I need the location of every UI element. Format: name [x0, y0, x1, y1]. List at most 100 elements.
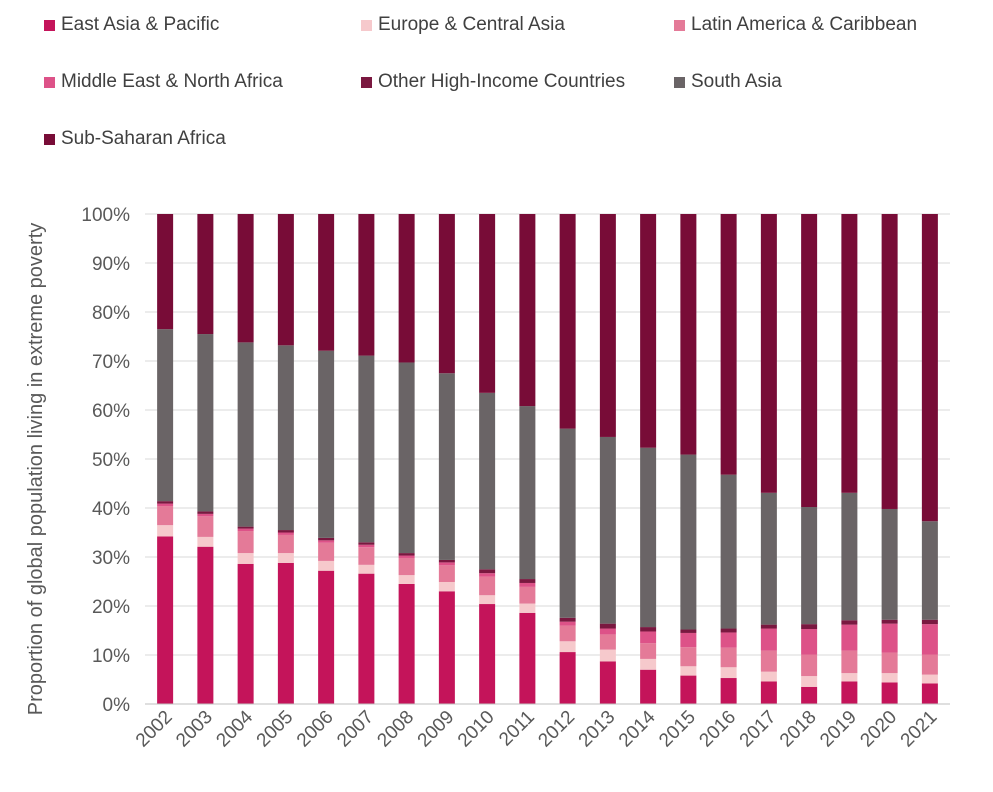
bar-segment: [881, 673, 898, 683]
y-tick-label: 30%: [92, 548, 130, 569]
x-tick-label: 2017: [736, 707, 781, 752]
bar-segment: [438, 581, 455, 592]
bar-segment: [881, 508, 898, 620]
bar-segment: [277, 214, 294, 346]
legend-item: Other High-Income Countries: [361, 71, 625, 93]
bar-segment: [358, 542, 375, 545]
bar-segment: [559, 214, 576, 429]
bar-segment: [720, 647, 737, 668]
bar-segment: [881, 623, 898, 653]
bar-segment: [479, 595, 496, 605]
bar-segment: [479, 576, 496, 596]
bar-segment: [640, 631, 657, 644]
bar-segment: [720, 678, 737, 704]
bar-segment: [680, 454, 697, 630]
bar-segment: [841, 492, 858, 621]
legend-label: East Asia & Pacific: [61, 14, 220, 35]
bar-segment: [599, 649, 616, 662]
y-axis-label: Proportion of global population living i…: [25, 223, 47, 716]
bar-segment: [640, 214, 657, 448]
bar-segment: [157, 506, 174, 526]
x-tick-label: 2002: [132, 707, 177, 752]
bar-segment: [318, 537, 335, 541]
bar-segment: [801, 686, 818, 704]
bar-segment: [599, 634, 616, 650]
bar-segment: [197, 516, 214, 537]
bar-segment: [197, 214, 214, 335]
bar-segment: [398, 575, 415, 584]
bar-segment: [438, 214, 455, 374]
bar-segment: [801, 629, 818, 655]
x-tick-label: 2006: [293, 707, 338, 752]
x-tick-label: 2008: [373, 707, 418, 752]
bar-segment: [519, 586, 536, 604]
bar-segment: [197, 546, 214, 704]
x-tick-label: 2011: [495, 707, 539, 751]
bar-segment: [841, 673, 858, 682]
bar-segment: [640, 627, 657, 632]
bar-segment: [841, 214, 858, 493]
bar-segment: [921, 624, 938, 655]
bar-segment: [358, 564, 375, 574]
bar-segment: [438, 559, 455, 563]
bar-segment: [318, 560, 335, 571]
bar-segment: [760, 628, 777, 651]
bar-segment: [680, 214, 697, 455]
legend-item: Middle East & North Africa: [44, 71, 283, 93]
y-tick-label: 50%: [92, 450, 130, 471]
y-tick-label: 10%: [92, 646, 130, 667]
bar-segment: [760, 624, 777, 629]
bar-segment: [358, 544, 375, 548]
bar-segment: [760, 681, 777, 704]
x-tick-label: 2020: [856, 707, 901, 752]
y-tick-label: 60%: [92, 401, 130, 422]
bar-segment: [640, 658, 657, 670]
x-tick-label: 2018: [776, 707, 821, 752]
bar-segment: [398, 557, 415, 576]
legend-swatch: [44, 76, 55, 88]
bar-segment: [318, 570, 335, 704]
bar-segment: [197, 536, 214, 547]
legend-swatch: [361, 19, 372, 31]
bar-segment: [599, 436, 616, 624]
bar-segment: [197, 334, 214, 512]
bar-segment: [157, 214, 174, 330]
bar-segment: [318, 214, 335, 351]
bar-segment: [358, 547, 375, 565]
x-tick-label: 2013: [575, 707, 620, 752]
y-tick-label: 80%: [92, 303, 130, 324]
legend-label: Europe & Central Asia: [378, 14, 565, 35]
bar-segment: [318, 540, 335, 543]
bar-segment: [157, 503, 174, 507]
bar-segment: [157, 536, 174, 704]
x-tick-label: 2021: [897, 707, 942, 752]
legend-swatch: [361, 76, 372, 88]
bar-segment: [680, 629, 697, 633]
bar-segment: [438, 562, 455, 566]
bar-segment: [197, 513, 214, 517]
bar-segment: [157, 501, 174, 504]
bar-segment: [801, 507, 818, 625]
bar-segment: [559, 621, 576, 626]
bar-segment: [519, 612, 536, 704]
legend-label: South Asia: [691, 71, 782, 92]
y-tick-label: 20%: [92, 597, 130, 618]
bar-segment: [921, 214, 938, 522]
x-tick-label: 2014: [615, 706, 660, 751]
bar-segment: [237, 531, 254, 554]
y-tick-label: 90%: [92, 254, 130, 275]
bar-segment: [237, 528, 254, 532]
bar-segment: [479, 214, 496, 393]
y-tick-label: 100%: [81, 205, 130, 226]
bar-segment: [720, 632, 737, 648]
legend-label: Middle East & North Africa: [61, 71, 283, 92]
bar-segment: [318, 542, 335, 561]
bar-segment: [720, 474, 737, 629]
bar-segment: [398, 555, 415, 558]
bar-segment: [438, 591, 455, 704]
bar-segment: [398, 362, 415, 554]
bar-segment: [277, 562, 294, 704]
bar-segment: [841, 624, 858, 651]
bar-segment: [921, 521, 938, 620]
bar-segment: [277, 345, 294, 531]
